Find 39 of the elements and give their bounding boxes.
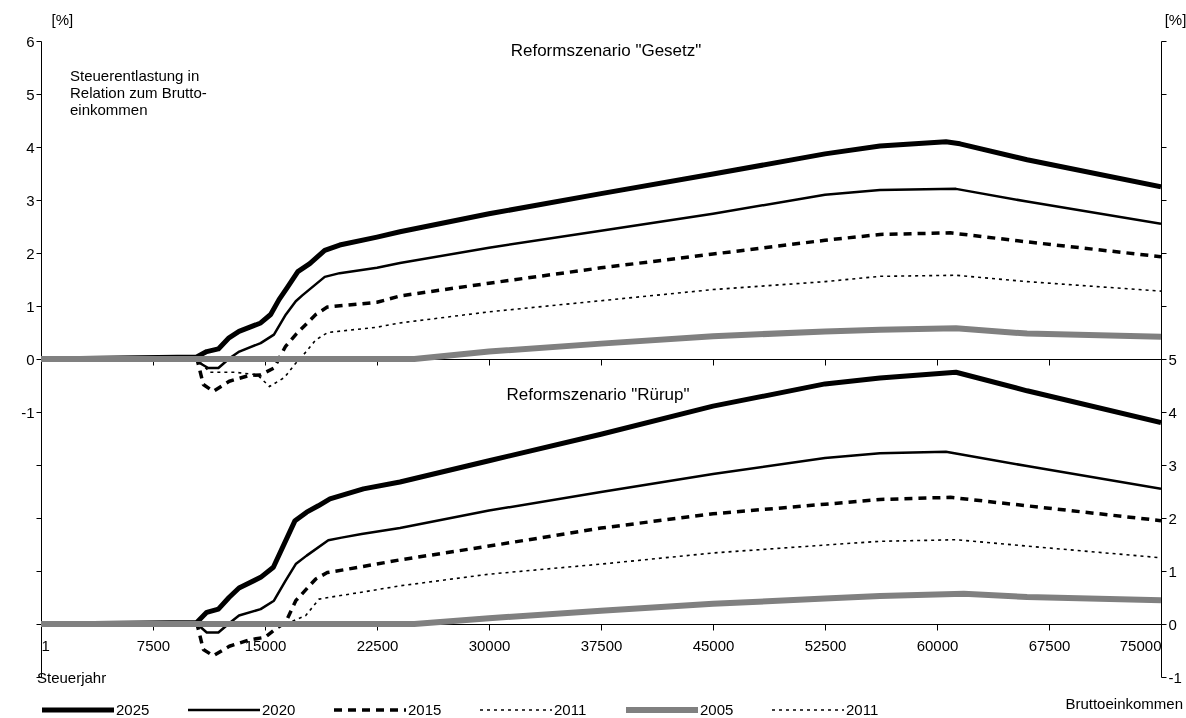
x-tick-label: 45000 bbox=[692, 636, 735, 654]
y2-axis-title: [%] bbox=[1164, 10, 1186, 28]
y-tick-label: 2 bbox=[26, 244, 35, 262]
y2-tick-label: 0 bbox=[1168, 615, 1177, 633]
x-tick-label: 75000 bbox=[1119, 636, 1162, 654]
legend-label: 2025 bbox=[116, 701, 150, 718]
x-tick-label: 30000 bbox=[468, 636, 511, 654]
y-tick-label: 6 bbox=[26, 32, 35, 50]
y-tick-label: 3 bbox=[26, 191, 35, 209]
x-tick-label: 37500 bbox=[580, 636, 623, 654]
y-tick-label: 0 bbox=[26, 350, 35, 368]
x-tick-label: 1 bbox=[41, 636, 50, 654]
y2-tick-label: 1 bbox=[1168, 562, 1177, 580]
y2-tick-label: 3 bbox=[1168, 456, 1177, 474]
legend-label: 2020 bbox=[262, 701, 296, 718]
annotation: Reformszenario "Rürup" bbox=[506, 385, 690, 404]
x-axis-title: Bruttoeinkommen bbox=[1065, 695, 1183, 712]
x-tick-label: 15000 bbox=[244, 636, 287, 654]
y2-tick-label: -1 bbox=[1168, 668, 1182, 686]
legend-label: 2005 bbox=[700, 701, 734, 718]
x-tick-label: 7500 bbox=[136, 636, 171, 654]
legend-label: 2011 bbox=[846, 701, 879, 718]
x-tick-label: 60000 bbox=[916, 636, 959, 654]
legend-label: 2011 bbox=[554, 701, 587, 718]
y-tick-label: 5 bbox=[26, 85, 35, 103]
x-tick-label: 52500 bbox=[804, 636, 847, 654]
annotation: Steuerentlastung in Relation zum Brutto- einkommen bbox=[70, 67, 207, 118]
y-tick-label: -1 bbox=[21, 403, 35, 421]
x-tick-label: 22500 bbox=[356, 636, 399, 654]
y2-tick-label: 4 bbox=[1168, 403, 1177, 421]
annotation: Reformszenario "Gesetz" bbox=[510, 41, 702, 60]
legend-label: 2015 bbox=[408, 701, 442, 718]
y-axis-title: [%] bbox=[51, 10, 74, 28]
y2-tick-label: 5 bbox=[1168, 350, 1177, 368]
legend-title: Steuerjahr bbox=[37, 669, 107, 686]
x-tick-label: 67500 bbox=[1028, 636, 1071, 654]
y2-tick-label: 2 bbox=[1168, 509, 1177, 527]
y-tick-label: 1 bbox=[26, 297, 35, 315]
y-tick-label: 4 bbox=[26, 138, 35, 156]
